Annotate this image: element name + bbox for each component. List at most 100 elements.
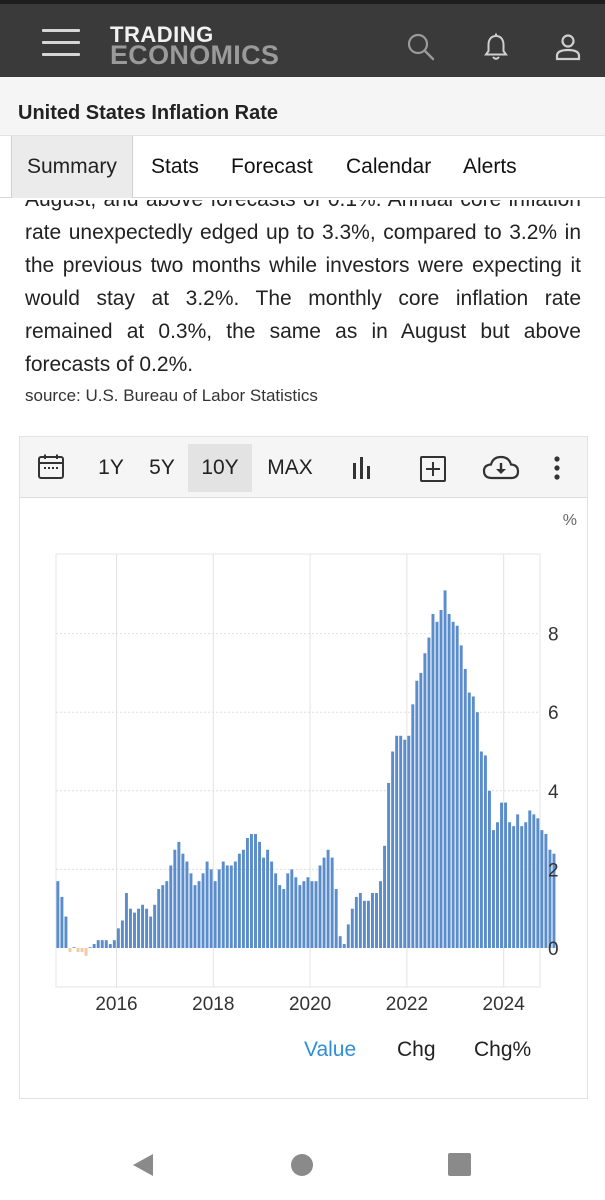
chart-bar[interactable] bbox=[100, 940, 104, 948]
chart-bar[interactable] bbox=[532, 814, 536, 948]
chart-bar[interactable] bbox=[298, 885, 302, 948]
chart-bar[interactable] bbox=[84, 948, 88, 956]
chart-bar[interactable] bbox=[80, 948, 84, 952]
chart-bar[interactable] bbox=[496, 822, 499, 948]
chart-bar[interactable] bbox=[145, 908, 149, 948]
chart-bar[interactable] bbox=[322, 857, 326, 948]
chart-bar[interactable] bbox=[362, 900, 366, 948]
chart-bar[interactable] bbox=[60, 896, 64, 948]
chart-bar[interactable] bbox=[407, 735, 411, 948]
chart-bar[interactable] bbox=[189, 873, 193, 948]
chart-bar[interactable] bbox=[500, 802, 503, 948]
chart-bar[interactable] bbox=[366, 900, 370, 948]
chart-bar[interactable] bbox=[423, 653, 427, 948]
chart-bar[interactable] bbox=[306, 877, 310, 948]
chart-bar[interactable] bbox=[141, 904, 145, 948]
chart-bar[interactable] bbox=[419, 672, 423, 948]
chart-bar[interactable] bbox=[56, 881, 60, 948]
chart-bar[interactable] bbox=[157, 889, 161, 948]
range-5y-button[interactable]: 5Y bbox=[149, 456, 175, 479]
chart-bar[interactable] bbox=[342, 944, 346, 948]
range-max-button[interactable]: MAX bbox=[267, 456, 313, 479]
chart-bar[interactable] bbox=[197, 881, 201, 948]
chart-bar[interactable] bbox=[245, 837, 249, 948]
chart-bar[interactable] bbox=[334, 889, 338, 948]
chart-bar[interactable] bbox=[254, 834, 257, 948]
chart-bar[interactable] bbox=[286, 873, 290, 948]
chart-bar[interactable] bbox=[516, 814, 520, 948]
legend-chg-button[interactable]: Chg bbox=[397, 1038, 436, 1061]
chart-bar[interactable] bbox=[76, 948, 80, 952]
tab-alerts[interactable]: Alerts bbox=[463, 155, 517, 178]
chart-bar[interactable] bbox=[193, 885, 197, 948]
user-icon[interactable] bbox=[553, 32, 583, 62]
home-icon[interactable] bbox=[290, 1153, 314, 1177]
chart-bar[interactable] bbox=[338, 936, 342, 948]
tab-calendar[interactable]: Calendar bbox=[346, 155, 432, 178]
chart-bar[interactable] bbox=[504, 802, 508, 948]
chart-bar[interactable] bbox=[108, 944, 112, 948]
chart-bar[interactable] bbox=[471, 696, 475, 948]
chart-bar[interactable] bbox=[492, 830, 495, 948]
chart-bar[interactable] bbox=[302, 881, 306, 948]
chart-bar[interactable] bbox=[137, 908, 140, 948]
chart-bar[interactable] bbox=[427, 637, 431, 948]
range-10y-button[interactable]: 10Y bbox=[188, 444, 252, 492]
chart-bar[interactable] bbox=[387, 782, 391, 948]
tab-forecast[interactable]: Forecast bbox=[231, 155, 313, 178]
chart-bar[interactable] bbox=[463, 668, 467, 948]
chart-bar[interactable] bbox=[479, 751, 483, 949]
chart-bar[interactable] bbox=[483, 755, 487, 948]
chart-bar[interactable] bbox=[258, 841, 261, 948]
chart-bar[interactable] bbox=[165, 881, 169, 948]
chart-bar[interactable] bbox=[548, 849, 552, 948]
chart-bar[interactable] bbox=[72, 947, 76, 948]
chart-bar[interactable] bbox=[552, 853, 556, 948]
chart-bar[interactable] bbox=[181, 853, 185, 948]
chart-bar[interactable] bbox=[262, 857, 266, 948]
chart-bar[interactable] bbox=[487, 790, 491, 948]
search-icon[interactable] bbox=[406, 32, 436, 62]
chart-bar[interactable] bbox=[290, 869, 294, 948]
chart-bar[interactable] bbox=[96, 940, 100, 948]
chart-bar[interactable] bbox=[133, 912, 136, 948]
chart-bar[interactable] bbox=[217, 869, 221, 948]
tab-summary[interactable]: Summary bbox=[11, 136, 133, 198]
chart-bar[interactable] bbox=[447, 613, 451, 948]
chart-bar[interactable] bbox=[213, 881, 217, 948]
chart-bar[interactable] bbox=[205, 861, 209, 948]
bar-chart-icon[interactable] bbox=[350, 455, 376, 481]
chart-bar[interactable] bbox=[395, 735, 399, 948]
chart-bar[interactable] bbox=[330, 857, 334, 948]
back-icon[interactable] bbox=[131, 1152, 155, 1178]
chart-bar[interactable] bbox=[346, 924, 350, 948]
chart-bar[interactable] bbox=[544, 834, 548, 948]
chart-bar[interactable] bbox=[451, 621, 455, 948]
chart-bar[interactable] bbox=[467, 692, 471, 948]
chart-bar[interactable] bbox=[266, 849, 270, 948]
chart-bar[interactable] bbox=[112, 940, 116, 948]
chart-bar[interactable] bbox=[185, 861, 189, 948]
chart-bar[interactable] bbox=[201, 873, 205, 948]
chart-bar[interactable] bbox=[383, 845, 387, 948]
chart-bar[interactable] bbox=[161, 885, 165, 948]
chart-bar[interactable] bbox=[431, 613, 435, 948]
chart-bar[interactable] bbox=[88, 947, 92, 948]
chart-bar[interactable] bbox=[528, 810, 532, 948]
chart-bar[interactable] bbox=[371, 892, 374, 948]
chart-bar[interactable] bbox=[536, 818, 540, 948]
chart-bar[interactable] bbox=[221, 861, 225, 948]
chart-bar[interactable] bbox=[294, 877, 298, 948]
cloud-download-icon[interactable] bbox=[482, 454, 520, 482]
chart-bar[interactable] bbox=[92, 944, 96, 948]
chart-bar[interactable] bbox=[120, 920, 124, 948]
chart-bar[interactable] bbox=[379, 881, 382, 948]
chart-bar[interactable] bbox=[177, 841, 181, 948]
add-box-icon[interactable] bbox=[419, 455, 447, 483]
chart-bar[interactable] bbox=[540, 830, 544, 948]
chart-bar[interactable] bbox=[310, 881, 314, 948]
chart-bar[interactable] bbox=[250, 834, 253, 948]
chart-bar[interactable] bbox=[411, 704, 415, 948]
recents-icon[interactable] bbox=[448, 1153, 471, 1176]
chart-bar[interactable] bbox=[439, 610, 443, 948]
